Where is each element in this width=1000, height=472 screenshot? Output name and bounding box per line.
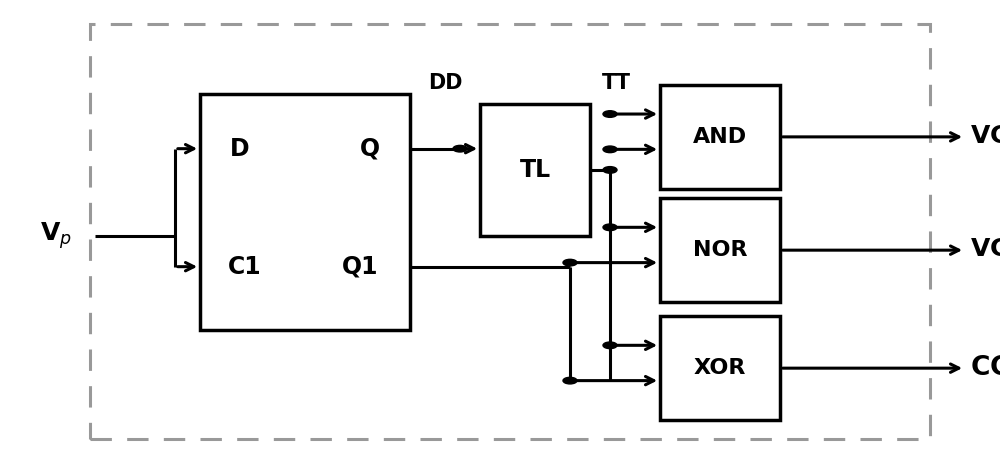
Text: Q: Q xyxy=(360,137,380,160)
Bar xyxy=(660,198,780,302)
Circle shape xyxy=(603,111,617,118)
Text: AND: AND xyxy=(693,127,747,147)
Circle shape xyxy=(563,259,577,266)
Bar xyxy=(480,104,590,236)
Text: DD: DD xyxy=(428,73,462,93)
Circle shape xyxy=(603,146,617,152)
Bar xyxy=(660,85,780,189)
Text: D: D xyxy=(230,137,250,160)
Bar xyxy=(200,94,410,330)
Circle shape xyxy=(603,342,617,349)
Bar xyxy=(660,316,780,420)
Circle shape xyxy=(603,224,617,231)
Circle shape xyxy=(563,377,577,384)
Text: NOR: NOR xyxy=(693,240,747,260)
Text: $\mathbf{VG_1}$: $\mathbf{VG_1}$ xyxy=(970,124,1000,150)
Text: XOR: XOR xyxy=(694,358,746,378)
Circle shape xyxy=(603,167,617,173)
Text: Q1: Q1 xyxy=(342,255,378,278)
Bar xyxy=(90,24,930,439)
Text: TL: TL xyxy=(519,158,551,182)
Circle shape xyxy=(453,145,467,152)
Text: $\mathbf{V}_p$: $\mathbf{V}_p$ xyxy=(40,220,72,252)
Text: $\mathbf{VG_2}$: $\mathbf{VG_2}$ xyxy=(970,237,1000,263)
Text: C1: C1 xyxy=(228,255,262,278)
Text: TT: TT xyxy=(602,73,631,93)
Text: $\mathbf{CC}$: $\mathbf{CC}$ xyxy=(970,355,1000,381)
